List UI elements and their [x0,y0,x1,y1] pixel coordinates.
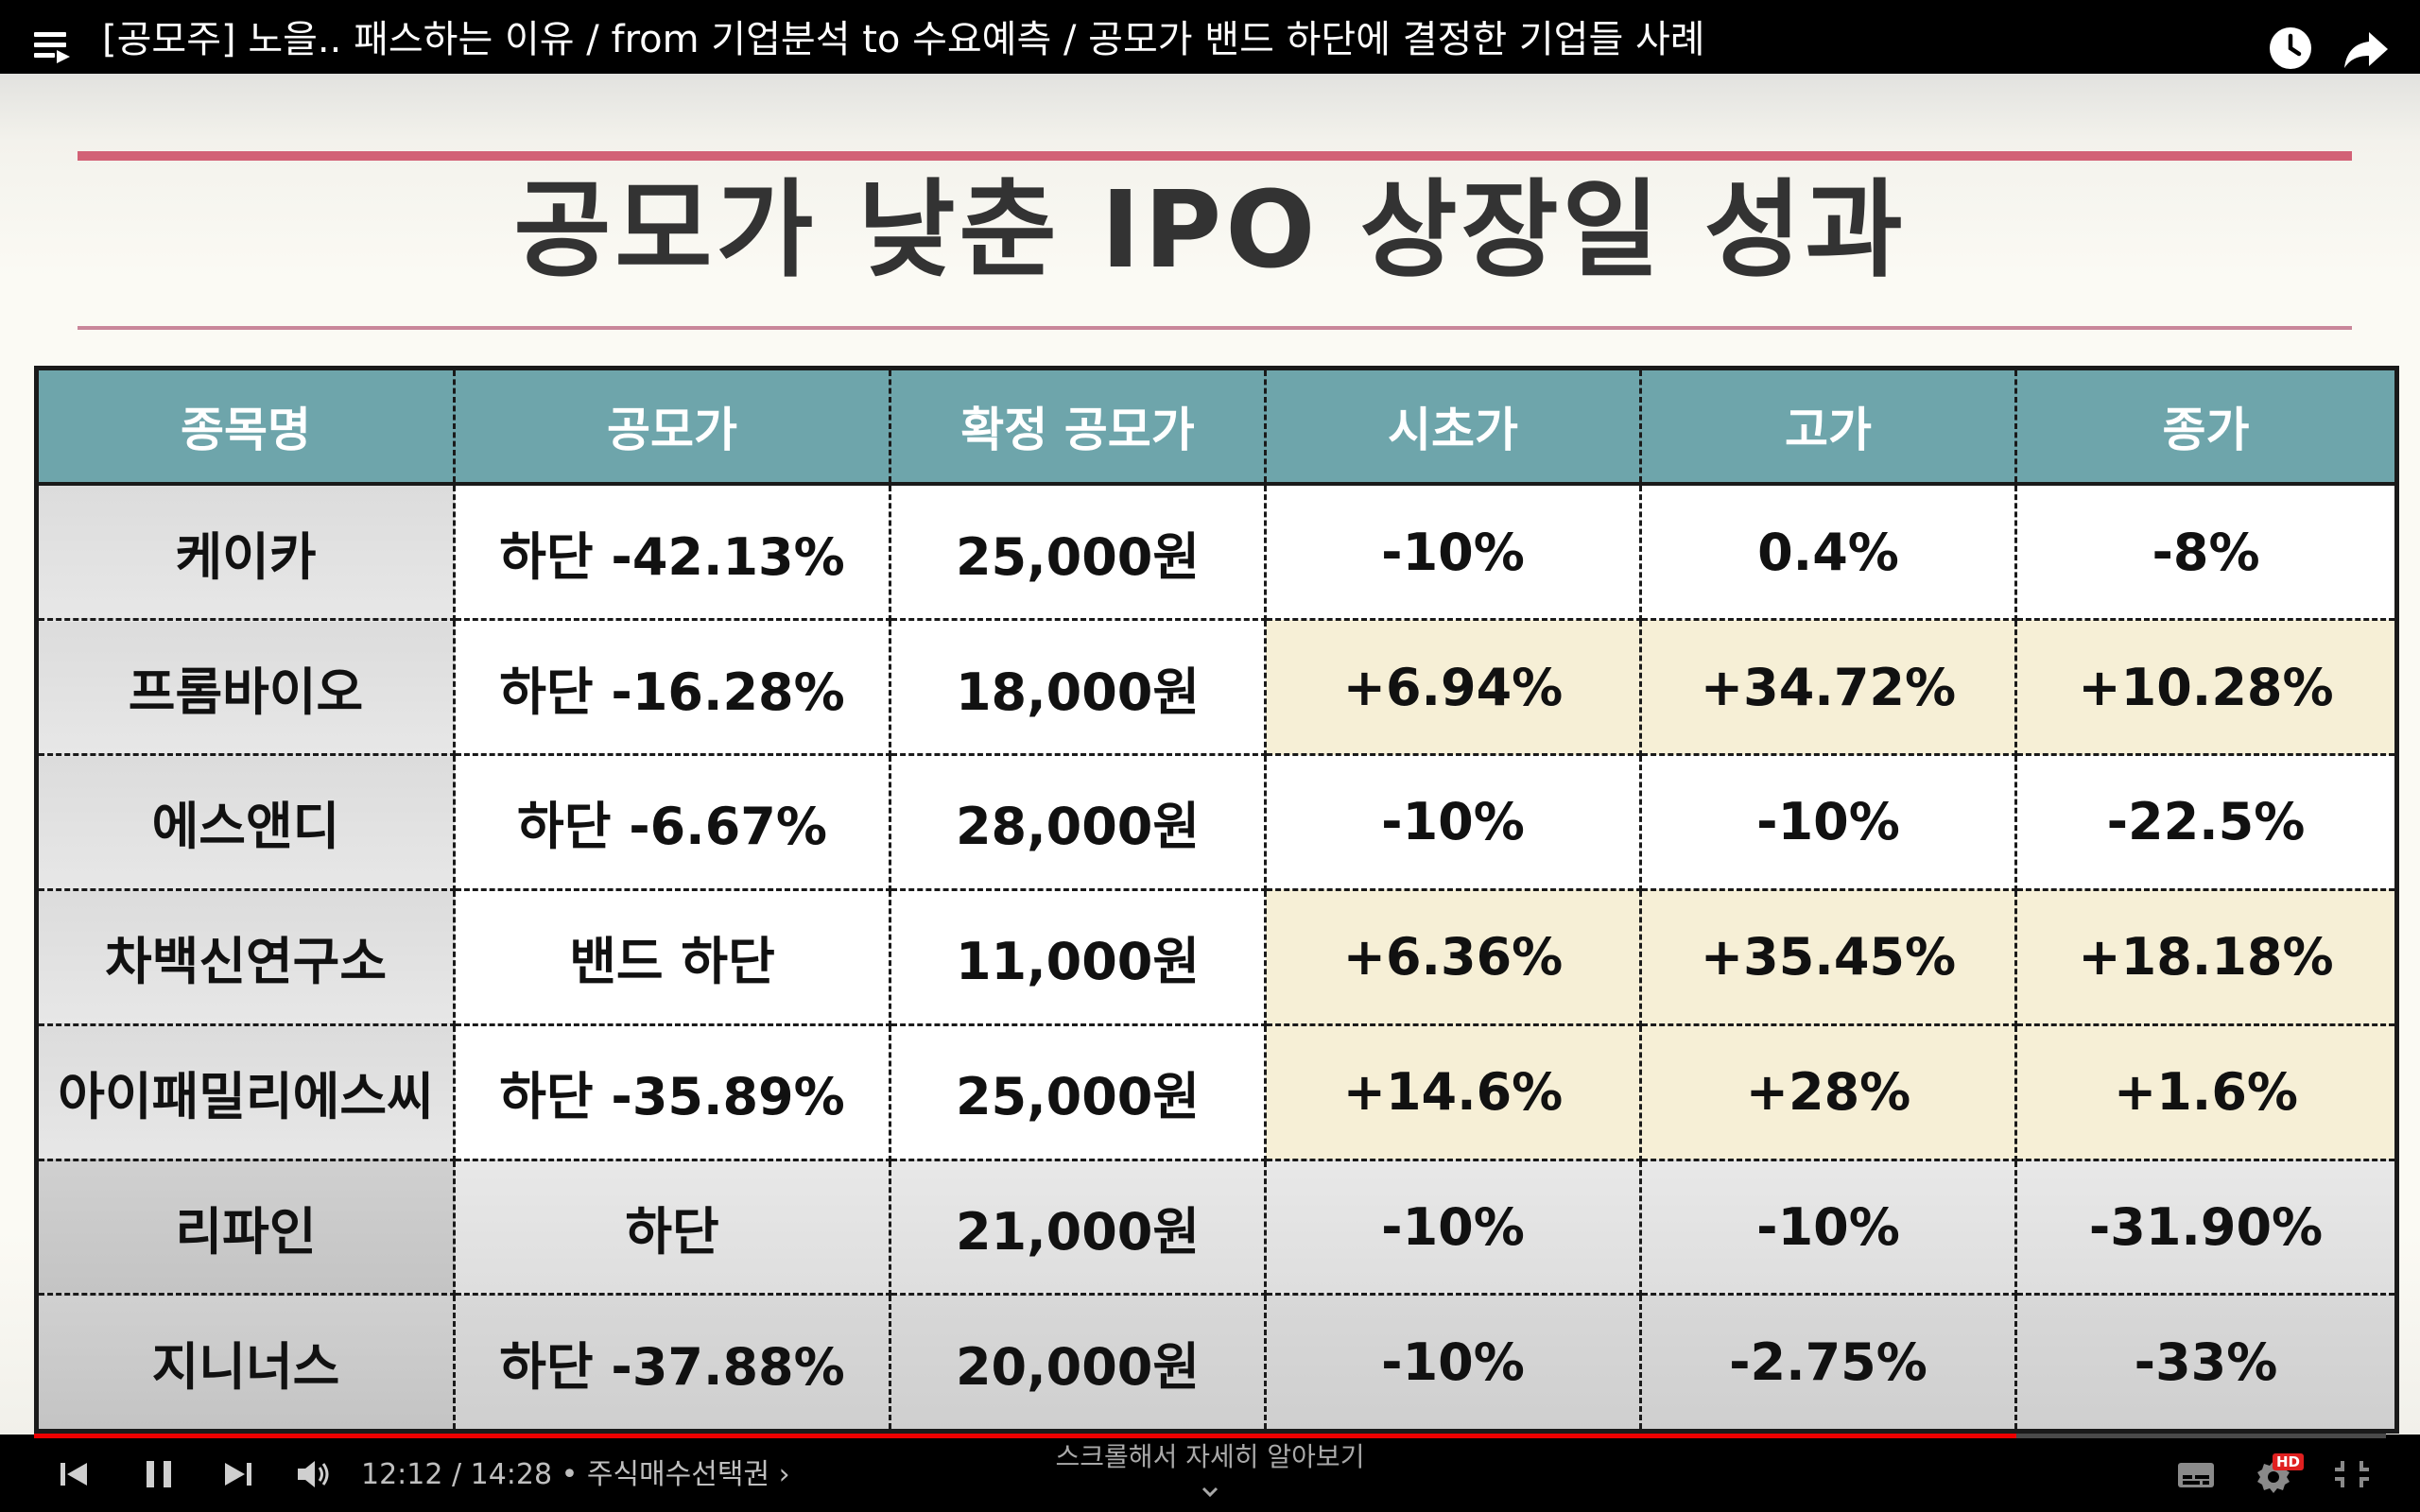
high-price-cell: +34.72% [1639,618,2017,757]
stock-name-cell: 아이패밀리에스씨 [35,1022,456,1161]
final-price-cell: 28,000원 [889,753,1267,891]
ipo-price-cell: 하단 [453,1158,891,1297]
ipo-price-cell: 하단 -42.13% [453,482,891,622]
ipo-price-cell: 하단 -37.88% [453,1293,891,1433]
close-price-cell: +1.6% [2014,1022,2398,1161]
watch-later-icon[interactable] [2265,23,2316,74]
high-price-cell: -2.75% [1639,1293,2017,1433]
ipo-price-cell: 하단 -35.89% [453,1022,891,1161]
chevron-down-icon[interactable] [1199,1482,1221,1504]
open-price-cell: -10% [1264,482,1642,622]
stock-name-cell: 프롬바이오 [35,618,456,757]
accent-line-bottom [78,326,2352,330]
header-open-price: 시초가 [1264,367,1642,486]
final-price-cell: 11,000원 [889,887,1267,1026]
table-row: 리파인 하단 21,000원 -10% -10% -31.90% [35,1158,2398,1297]
close-price-cell: -33% [2014,1293,2398,1433]
high-price-cell: -10% [1639,753,2017,891]
settings-button[interactable]: HD [2256,1453,2307,1495]
table-row: 에스앤디 하단 -6.67% 28,000원 -10% -10% -22.5% [35,753,2398,891]
slide-title: 공모가 낮춘 IPO 상장일 성과 [513,169,1907,292]
ipo-price-cell: 밴드 하단 [453,887,891,1026]
table-row: 아이패밀리에스씨 하단 -35.89% 25,000원 +14.6% +28% … [35,1022,2398,1161]
header-high-price: 고가 [1639,367,2017,486]
table-row: 케이카 하단 -42.13% 25,000원 -10% 0.4% -8% [35,482,2398,622]
ipo-performance-table: 종목명 공모가 확정 공모가 시초가 고가 종가 케이카 하단 -42.13% … [34,366,2399,1434]
high-price-cell: 0.4% [1639,482,2017,622]
next-icon[interactable] [221,1457,255,1491]
video-top-bar: [공모주] 노을.. 패스하는 이유 / from 기업분석 to 수요예측 /… [0,0,2420,74]
progress-bar[interactable] [34,1434,2386,1438]
stock-name-cell: 지니너스 [35,1293,456,1433]
header-stock-name: 종목명 [35,367,456,486]
open-price-cell: -10% [1264,1293,1642,1433]
time-display[interactable]: 12:12 / 14:28 • 주식매수선택권 › [361,1458,790,1491]
subtitles-icon[interactable] [2176,1457,2216,1491]
table-header-row: 종목명 공모가 확정 공모가 시초가 고가 종가 [35,367,2398,486]
final-price-cell: 25,000원 [889,482,1267,622]
scroll-hint[interactable]: 스크롤해서 자세히 알아보기 [1055,1441,1365,1472]
open-price-cell: -10% [1264,753,1642,891]
stock-name-cell: 케이카 [35,482,456,622]
open-price-cell: +6.36% [1264,887,1642,1026]
open-price-cell: -10% [1264,1158,1642,1297]
hd-badge: HD [2273,1453,2305,1470]
close-price-cell: -31.90% [2014,1158,2398,1297]
exit-fullscreen-icon[interactable] [2333,1457,2371,1491]
video-frame[interactable]: 공모가 낮춘 IPO 상장일 성과 종목명 공모가 확정 공모가 시초가 고가 … [0,74,2420,1435]
high-price-cell: +35.45% [1639,887,2017,1026]
volume-icon[interactable] [295,1457,333,1491]
stock-name-cell: 리파인 [35,1158,456,1297]
final-price-cell: 25,000원 [889,1022,1267,1161]
header-final-price: 확정 공모가 [889,367,1267,486]
player-controls-bar [0,1435,2420,1512]
high-price-cell: +28% [1639,1022,2017,1161]
stock-name-cell: 차백신연구소 [35,887,456,1026]
close-price-cell: +18.18% [2014,887,2398,1026]
open-price-cell: +6.94% [1264,618,1642,757]
header-close-price: 종가 [2014,367,2398,486]
close-price-cell: -8% [2014,482,2398,622]
ipo-price-cell: 하단 -16.28% [453,618,891,757]
progress-fill [34,1434,2017,1438]
table-row: 프롬바이오 하단 -16.28% 18,000원 +6.94% +34.72% … [35,618,2398,757]
high-price-cell: -10% [1639,1158,2017,1297]
pause-icon[interactable] [142,1457,176,1491]
table-row: 지니너스 하단 -37.88% 20,000원 -10% -2.75% -33% [35,1293,2398,1433]
final-price-cell: 21,000원 [889,1158,1267,1297]
open-price-cell: +14.6% [1264,1022,1642,1161]
close-price-cell: -22.5% [2014,753,2398,891]
stock-name-cell: 에스앤디 [35,753,456,891]
table-row: 차백신연구소 밴드 하단 11,000원 +6.36% +35.45% +18.… [35,887,2398,1026]
final-price-cell: 20,000원 [889,1293,1267,1433]
playlist-icon[interactable] [34,32,72,66]
ipo-price-cell: 하단 -6.67% [453,753,891,891]
accent-line-top [78,151,2352,161]
header-ipo-price: 공모가 [453,367,891,486]
previous-icon[interactable] [57,1457,91,1491]
video-title[interactable]: [공모주] 노을.. 패스하는 이유 / from 기업분석 to 수요예측 /… [102,18,1705,61]
close-price-cell: +10.28% [2014,618,2398,757]
share-icon[interactable] [2341,23,2392,74]
final-price-cell: 18,000원 [889,618,1267,757]
